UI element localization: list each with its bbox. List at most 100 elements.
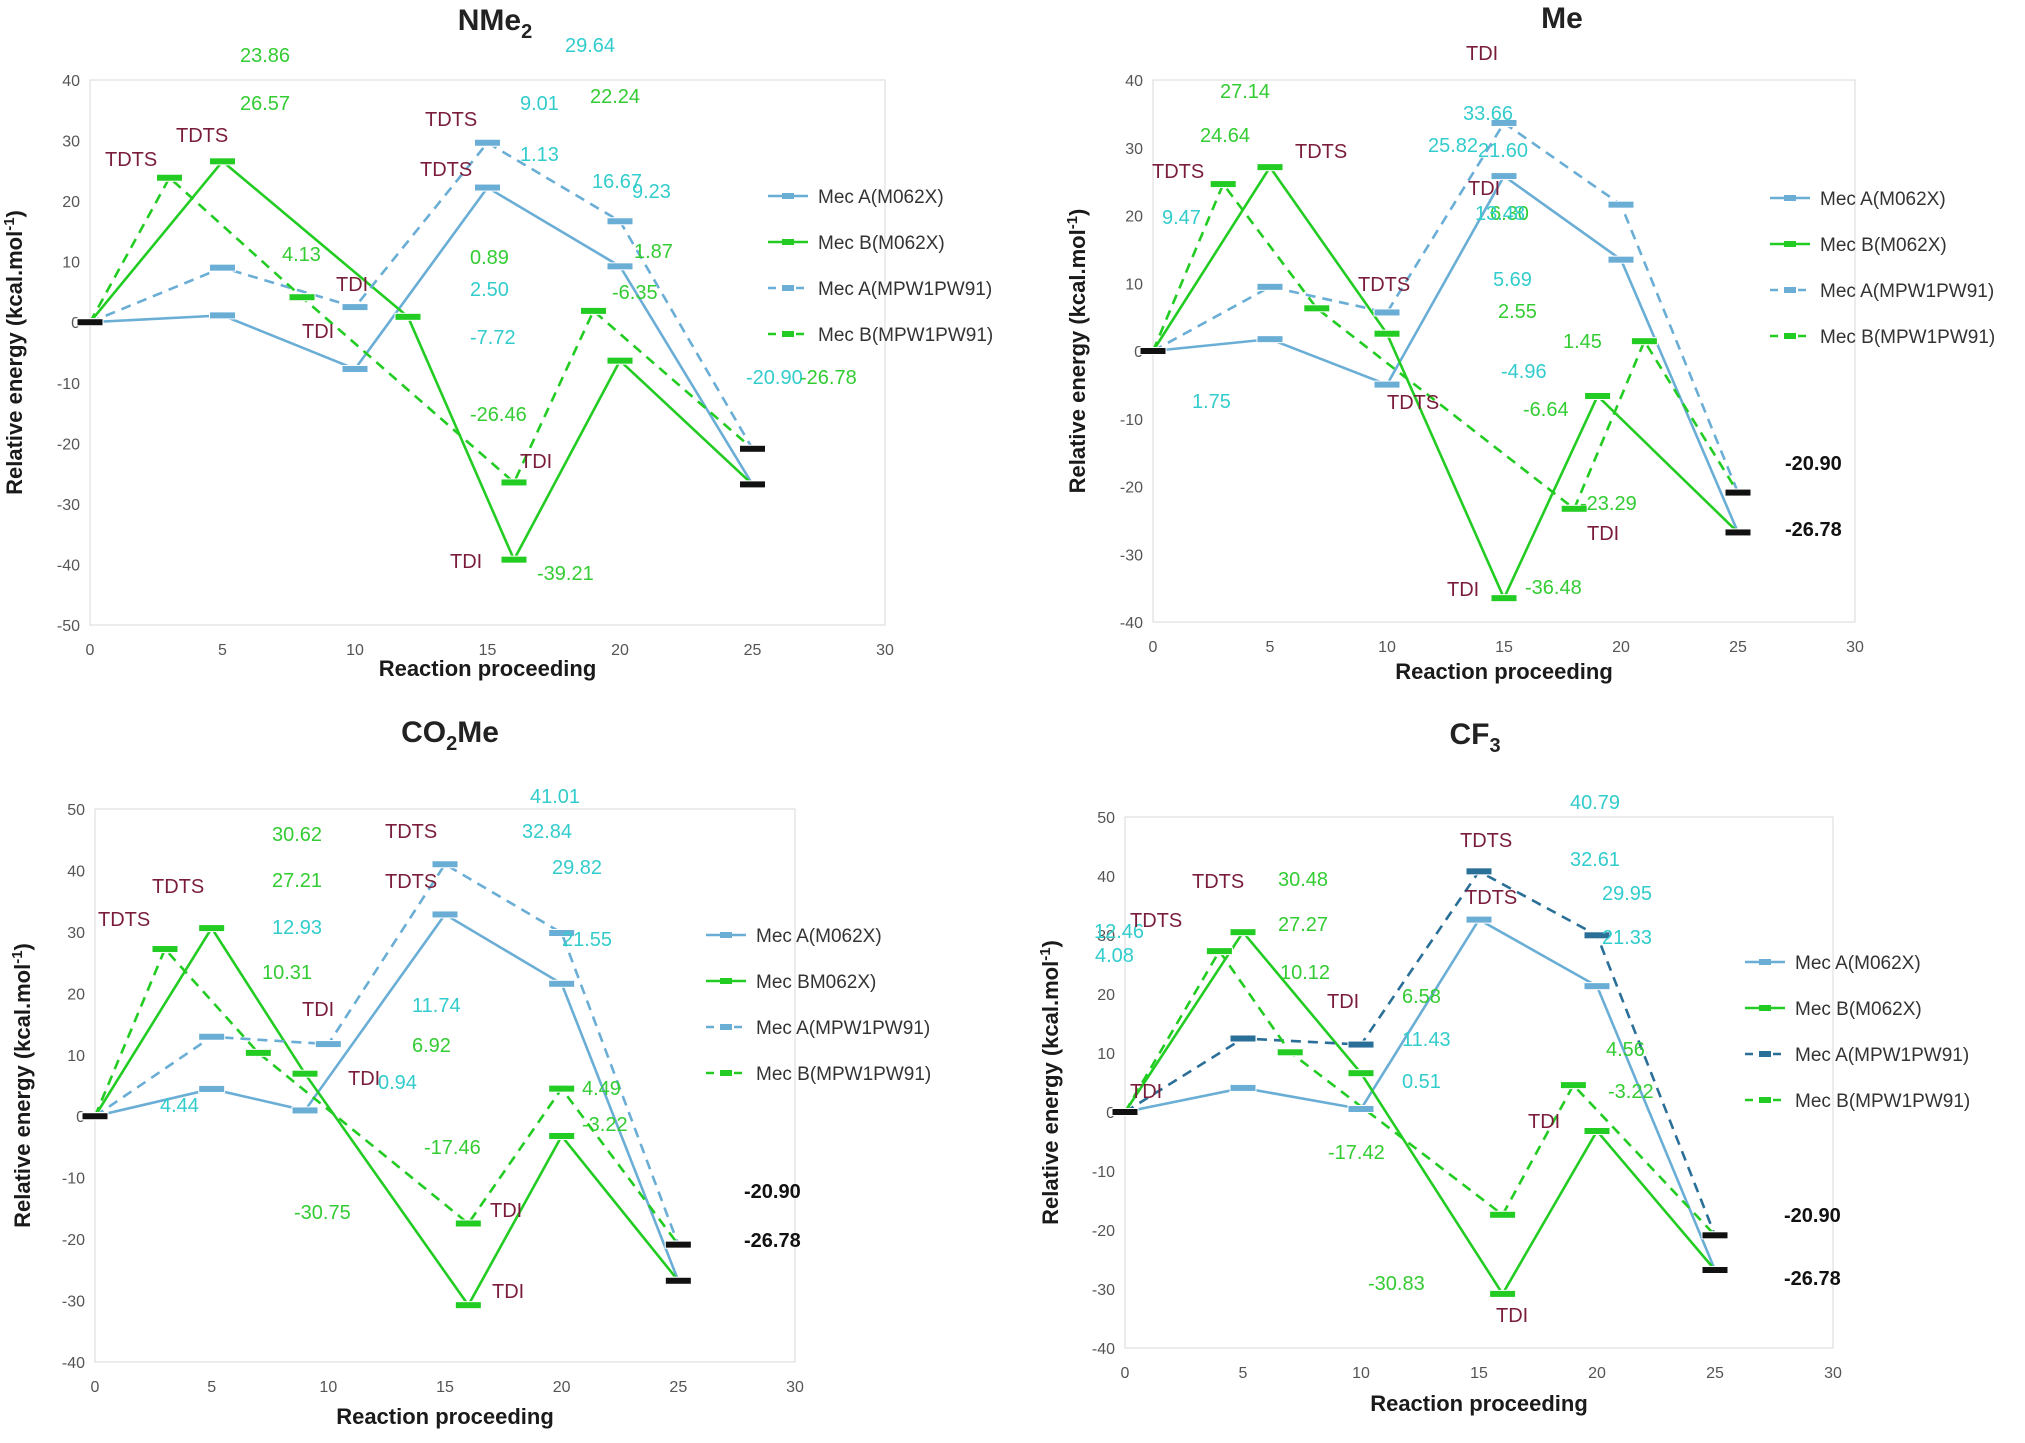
data-label: -3.22	[582, 1114, 628, 1136]
y-tick-label: 0	[71, 315, 80, 332]
annotation-label: TDI	[1528, 1111, 1560, 1133]
data-label: 4.44	[160, 1095, 199, 1117]
energy-level-marker	[209, 311, 236, 320]
x-tick-label: 20	[1612, 639, 1630, 656]
data-label: -3.22	[1608, 1081, 1654, 1103]
legend-entry: Mec A(MPW1PW91)	[818, 279, 992, 300]
energy-level-marker	[151, 945, 179, 954]
energy-level-marker	[454, 1301, 482, 1310]
data-label: 4.56	[1606, 1039, 1645, 1061]
data-label: -17.46	[424, 1137, 481, 1159]
y-axis-label: Relative energy (kcal.mol-1)	[1037, 940, 1063, 1225]
data-label: -39.21	[537, 563, 594, 585]
series-line	[88, 175, 754, 485]
data-label: -36.48	[1525, 577, 1582, 599]
data-label: 4.08	[1095, 945, 1134, 967]
series-line	[1124, 917, 1717, 1271]
x-tick-label: 15	[1495, 639, 1513, 656]
legend-marker	[782, 193, 794, 199]
x-tick-label: 25	[1706, 1365, 1724, 1382]
data-label: 2.50	[470, 279, 509, 301]
annotation-label: TDI	[1468, 178, 1500, 200]
y-tick-label: 50	[1097, 810, 1115, 827]
legend-entry: Mec A(M062X)	[818, 187, 944, 208]
energy-level-marker	[209, 157, 236, 166]
legend-entry: Mec B(MPW1PW91)	[818, 325, 993, 346]
series-line	[1124, 869, 1717, 1236]
legend-marker	[1759, 1051, 1771, 1057]
energy-level-marker	[1373, 329, 1401, 338]
energy-level-marker	[474, 183, 501, 192]
y-tick-label: 40	[1125, 73, 1143, 90]
legend-entry: Mec A(M062X)	[1820, 189, 1946, 210]
energy-level-marker	[664, 1276, 692, 1285]
energy-level-marker	[1229, 1034, 1257, 1043]
energy-level-marker	[500, 555, 528, 564]
energy-level-marker	[81, 1112, 109, 1121]
x-tick-label: 10	[1378, 639, 1396, 656]
y-tick-label: 40	[1097, 869, 1115, 886]
x-tick-label: 15	[479, 642, 497, 659]
data-label: 5.69	[1493, 269, 1532, 291]
y-axis-label: Relative energy (kcal.mol-1)	[9, 943, 35, 1228]
y-axis-label: Relative energy (kcal.mol-1)	[1064, 209, 1090, 494]
x-tick-label: 20	[611, 642, 629, 659]
energy-level-marker	[1209, 180, 1237, 189]
data-label: 30.62	[272, 824, 322, 846]
y-tick-label: 10	[1097, 1046, 1115, 1063]
data-label: -26.78	[744, 1230, 801, 1252]
y-tick-label: -30	[62, 1294, 85, 1311]
legend-marker	[782, 285, 794, 291]
data-label: 23.86	[240, 45, 290, 67]
energy-level-marker	[1630, 337, 1658, 346]
y-tick-label: -30	[1120, 547, 1143, 564]
data-label: 27.27	[1278, 914, 1328, 936]
energy-level-marker	[548, 1132, 576, 1141]
annotation-label: TDI	[1496, 1305, 1528, 1327]
y-tick-label: 0	[1134, 344, 1143, 361]
y-tick-label: 10	[62, 255, 80, 272]
annotation-label: TDI	[302, 321, 334, 343]
energy-level-marker	[198, 924, 226, 933]
legend-entry: Mec B(MPW1PW91)	[1820, 327, 1995, 348]
data-label: -26.78	[1784, 1268, 1841, 1290]
energy-level-marker	[1347, 1069, 1375, 1078]
annotation-label: TDTS	[1460, 830, 1512, 852]
data-label: -26.78	[800, 367, 857, 389]
legend-marker	[1784, 333, 1796, 339]
data-label: 24.64	[1200, 125, 1250, 147]
energy-level-marker	[1465, 867, 1493, 876]
energy-level-marker	[580, 306, 607, 315]
y-axis-label: Relative energy (kcal.mol-1)	[1, 210, 27, 495]
data-label: 4.49	[582, 1078, 621, 1100]
annotation-label: TDI	[1466, 43, 1498, 65]
data-label: 6.58	[1402, 986, 1441, 1008]
energy-level-marker	[1583, 1126, 1611, 1135]
x-tick-label: 30	[1846, 639, 1864, 656]
y-tick-label: 40	[62, 73, 80, 90]
x-tick-label: 25	[1729, 639, 1747, 656]
energy-level-marker	[1560, 504, 1588, 513]
data-label: 0.89	[470, 247, 509, 269]
data-label: 1.13	[520, 144, 559, 166]
annotation-label: TDI	[1327, 991, 1359, 1013]
legend-marker	[720, 932, 732, 938]
x-tick-label: 5	[218, 642, 227, 659]
series-line	[89, 185, 754, 486]
energy-level-marker	[1229, 1083, 1257, 1092]
annotation-label: TDTS	[1387, 392, 1439, 414]
data-label: -17.42	[1328, 1142, 1385, 1164]
y-tick-label: -40	[57, 557, 80, 574]
legend-marker	[1784, 241, 1796, 247]
energy-level-marker	[606, 217, 634, 226]
energy-level-marker	[431, 860, 459, 869]
annotation-label: TDI	[1587, 523, 1619, 545]
energy-level-marker	[1489, 1289, 1517, 1298]
chart-title: CO2Me	[401, 716, 499, 755]
data-label: 6.30	[1490, 203, 1529, 225]
series-line	[1151, 181, 1740, 511]
chart-panel: 50 40 30 20 10 0 -10 -20 -30 -40 0 5 10 15 20 25 30 CO2Me…	[9, 716, 931, 1429]
x-axis-label: Reaction proceeding	[1370, 1391, 1588, 1416]
data-label: 2.55	[1498, 301, 1537, 323]
x-tick-label: 30	[876, 642, 894, 659]
